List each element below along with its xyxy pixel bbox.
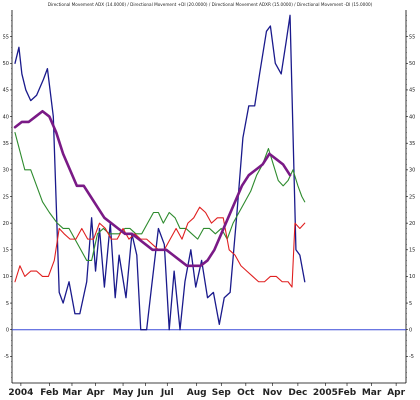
y-tick-label-right: 0 <box>409 328 412 334</box>
y-tick-label-right: 40 <box>409 114 415 120</box>
series-line-1 <box>14 14 306 331</box>
y-tick-label-left: 35 <box>3 141 9 147</box>
chart-title: Directional Movement ADX (14.0000) / Dir… <box>48 2 373 7</box>
y-tick-label-right: 5 <box>409 301 412 307</box>
x-tick-label: Apr <box>87 388 105 398</box>
x-tick-label: 2004 <box>8 388 33 398</box>
y-tick-label-left: 40 <box>3 114 9 120</box>
y-tick-label-right: 50 <box>409 61 415 67</box>
y-tick-label-right: 10 <box>409 274 415 280</box>
x-tick-label: Mar <box>62 388 82 398</box>
x-tick-label: Jun <box>137 388 154 398</box>
y-tick-label-right: 15 <box>409 248 415 254</box>
y-tick-label-left: 50 <box>3 61 9 67</box>
x-tick-label: Sep <box>212 388 232 398</box>
x-tick-label: Apr <box>387 388 405 398</box>
y-tick-label-left: 30 <box>3 168 9 174</box>
y-tick-label-left: 20 <box>3 221 9 227</box>
y-tick-label-left: 0 <box>6 328 9 334</box>
x-tick-label: May <box>113 388 134 398</box>
x-tick-label: Oct <box>237 388 255 398</box>
series-layer <box>13 14 306 331</box>
x-tick-label: Mar <box>362 388 382 398</box>
y-tick-label-left: 25 <box>3 194 9 200</box>
x-tick-label: Dec <box>288 388 307 398</box>
x-tick-label: 2005 <box>313 388 338 398</box>
y-tick-label-left: 45 <box>3 88 9 94</box>
y-tick-label-right: 35 <box>409 141 415 147</box>
x-tick-label: Jul <box>160 388 174 398</box>
x-tick-label: Feb <box>40 388 59 398</box>
y-tick-label-left: 55 <box>3 34 9 40</box>
y-tick-label-right: 30 <box>409 168 415 174</box>
y-tick-label-right: 25 <box>409 194 415 200</box>
y-tick-label-right: 45 <box>409 88 415 94</box>
y-tick-label-right: -5 <box>409 354 414 360</box>
y-tick-label-right: 55 <box>409 34 415 40</box>
x-tick-label: Aug <box>187 388 207 398</box>
series-line-2 <box>14 132 306 261</box>
y-tick-label-left: 10 <box>3 274 9 280</box>
y-tick-label-right: 20 <box>409 221 415 227</box>
x-tick-label: Nov <box>263 388 283 398</box>
y-tick-label-left: 15 <box>3 248 9 254</box>
x-tick-label: Feb <box>338 388 357 398</box>
y-tick-label-left: 5 <box>6 301 9 307</box>
y-tick-label-left: -5 <box>4 354 9 360</box>
series-line-4 <box>13 109 292 268</box>
